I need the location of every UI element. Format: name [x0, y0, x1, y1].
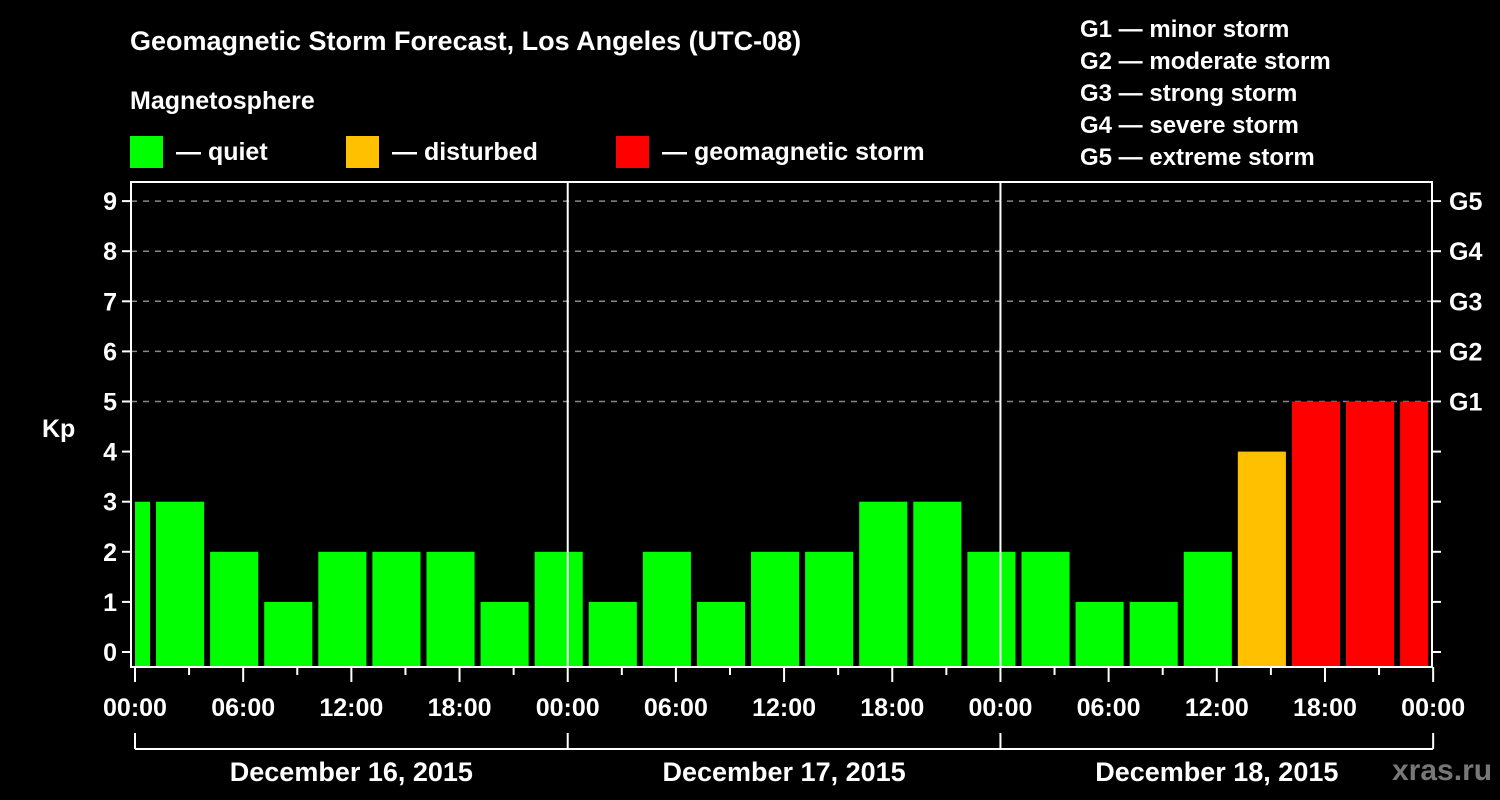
y-tick-label: 6 [103, 338, 117, 366]
y-tick-label: 0 [103, 639, 117, 667]
legend-disturbed: — disturbed [346, 136, 538, 168]
kp-bar-quiet [1129, 601, 1178, 667]
date-label: December 16, 2015 [230, 757, 473, 787]
x-tick-label: 12:00 [319, 694, 383, 722]
g-scale-label: G5 [1449, 188, 1482, 216]
g-scale-legend: G1 — minor storm G2 — moderate storm G3 … [1080, 14, 1331, 174]
kp-bar-quiet [318, 551, 367, 667]
axes [122, 181, 1441, 750]
x-tick-label: 00:00 [103, 694, 167, 722]
x-tick-label: 00:00 [968, 694, 1032, 722]
y-tick-label: 3 [103, 489, 117, 517]
x-tick-label: 12:00 [1185, 694, 1249, 722]
legend-label: — quiet [176, 137, 268, 166]
x-tick-label: 18:00 [860, 694, 924, 722]
quiet-swatch [130, 136, 163, 168]
kp-bar-quiet [696, 601, 746, 667]
legend-label: — geomagnetic storm [662, 137, 925, 166]
kp-bar-quiet [805, 551, 854, 667]
g-scale-label: G2 [1449, 338, 1482, 366]
chart-title: Geomagnetic Storm Forecast, Los Angeles … [130, 26, 802, 56]
y-tick-label: 2 [103, 539, 117, 567]
disturbed-swatch [346, 136, 379, 168]
g-scale-item: G1 — minor storm [1080, 16, 1290, 43]
kp-bar-quiet [372, 551, 421, 667]
gridlines [131, 200, 1432, 403]
kp-bar-quiet [264, 601, 313, 667]
date-label: December 17, 2015 [662, 757, 905, 787]
kp-bar-quiet [859, 501, 908, 667]
kp-bar-quiet [588, 601, 637, 667]
kp-bar-quiet [751, 551, 800, 667]
kp-bar-quiet [967, 551, 1016, 667]
g-scale-label: G4 [1449, 238, 1482, 266]
bars [135, 401, 1429, 667]
y-axis-label: Kp [42, 415, 75, 443]
g-scale-label: G1 [1449, 389, 1482, 417]
x-tick-label: 18:00 [1293, 694, 1357, 722]
x-tick-label: 00:00 [1401, 694, 1465, 722]
kp-bar-quiet [1075, 601, 1124, 667]
watermark: xras.ru [1392, 754, 1493, 787]
g-scale-item: G5 — extreme storm [1080, 144, 1315, 171]
g-scale-item: G2 — moderate storm [1080, 48, 1331, 75]
y-tick-label: 7 [103, 288, 117, 316]
legend-storm: — geomagnetic storm [616, 136, 925, 168]
y-tick-label: 4 [103, 439, 117, 467]
x-tick-label: 18:00 [428, 694, 492, 722]
kp-bar-quiet [1021, 551, 1070, 667]
kp-bar-storm [1400, 401, 1429, 667]
kp-bar-quiet [426, 551, 475, 667]
kp-bar-quiet [135, 501, 151, 667]
kp-bar-quiet [913, 501, 962, 667]
storm-swatch [616, 136, 649, 168]
g-scale-item: G4 — severe storm [1080, 112, 1299, 139]
x-tick-label: 12:00 [752, 694, 816, 722]
y-tick-label: 8 [103, 238, 117, 266]
g-scale-item: G3 — strong storm [1080, 80, 1298, 107]
y-tick-label: 5 [103, 389, 117, 417]
x-tick-label: 06:00 [644, 694, 708, 722]
kp-bar-quiet [480, 601, 529, 667]
x-tick-label: 06:00 [1077, 694, 1141, 722]
y-tick-label: 9 [103, 188, 117, 216]
legend-quiet: — quiet [130, 136, 268, 168]
kp-bar-quiet [534, 551, 583, 667]
kp-bar-quiet [210, 551, 259, 667]
kp-bar-storm [1346, 401, 1395, 667]
y-tick-label: 1 [103, 589, 117, 617]
plot-frame [130, 181, 1433, 668]
kp-bar-storm [1291, 401, 1341, 667]
axis-labels: 0 1 2 3 4 5 6 7 8 9 Kp G1 G2 G3 G4 G5 00:00 06:00 12:00 18:… [42, 188, 1482, 787]
x-tick-label: 00:00 [536, 694, 600, 722]
kp-bar-quiet [1183, 551, 1232, 667]
date-label: December 18, 2015 [1095, 757, 1338, 787]
kp-bar-disturbed [1237, 451, 1286, 667]
legend-title: Magnetosphere [130, 87, 315, 115]
kp-bar-quiet [156, 501, 205, 667]
x-tick-label: 06:00 [211, 694, 275, 722]
legend-label: — disturbed [392, 137, 538, 166]
g-scale-label: G3 [1449, 288, 1482, 316]
kp-bar-quiet [642, 551, 691, 667]
